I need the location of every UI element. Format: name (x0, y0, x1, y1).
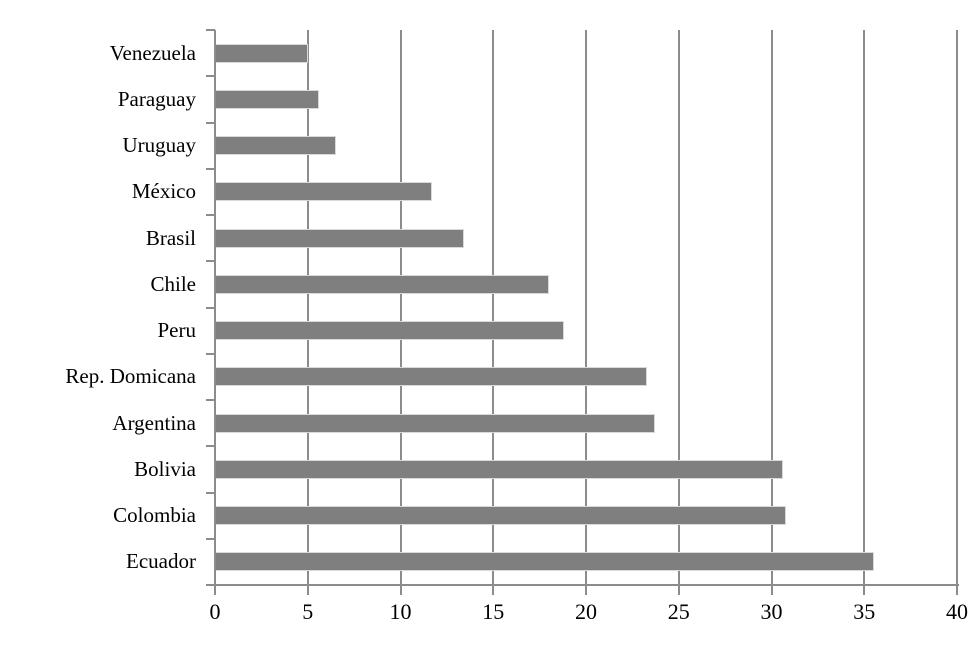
y-axis-label: Ecuador (126, 549, 196, 574)
y-axis-label: Uruguay (122, 133, 196, 158)
y-axis-tick (206, 260, 215, 262)
y-axis-tick (206, 75, 215, 77)
x-axis-tick-label: 20 (575, 599, 597, 624)
bar-chile (215, 274, 549, 294)
x-axis-tick (306, 586, 309, 595)
y-axis-label: Rep. Domicana (65, 364, 196, 389)
x-axis-tick (956, 586, 958, 595)
bar-m-xico (215, 182, 433, 202)
bar-colombia (215, 506, 787, 526)
x-axis-tick (677, 586, 680, 595)
y-axis-tick (206, 307, 215, 309)
x-axis-tick (585, 586, 587, 595)
bar-row (215, 30, 957, 76)
y-axis-label: Brasil (145, 225, 196, 250)
bar-row (215, 446, 957, 492)
bar-bolivia (215, 459, 783, 479)
bar-row (215, 123, 957, 169)
bar-paraguay (215, 89, 319, 109)
gridline-x-10 (399, 30, 402, 585)
y-axis-tick (206, 122, 215, 124)
y-axis-label: Colombia (113, 503, 196, 528)
y-axis-tick (206, 445, 215, 447)
bar-rep-domicana (215, 367, 648, 387)
x-axis-tick (863, 586, 866, 595)
bar-row (215, 493, 957, 539)
y-axis-tick (206, 29, 215, 31)
bar-uruguay (215, 136, 336, 156)
x-axis-tick (492, 586, 495, 595)
x-axis-tick-label: 30 (760, 599, 783, 624)
gridline-x-30 (770, 30, 773, 585)
bar-row (215, 400, 957, 446)
bar-venezuela (215, 43, 308, 63)
y-axis-tick (206, 168, 215, 170)
bar-row (215, 215, 957, 261)
x-axis-tick (770, 586, 773, 595)
x-axis-tick-label: 5 (302, 599, 314, 624)
bar-brasil (215, 228, 464, 248)
y-axis-line (214, 30, 216, 585)
y-axis-label: Peru (157, 318, 197, 343)
bar-row (215, 261, 957, 307)
y-axis-tick (206, 492, 215, 494)
y-axis-label: Argentina (112, 410, 196, 435)
x-axis-tick (399, 586, 402, 595)
x-axis-tick-label: 35 (853, 599, 876, 624)
bar-argentina (215, 413, 655, 433)
y-axis-label: México (131, 179, 196, 204)
x-axis-tick-label: 0 (209, 599, 221, 624)
bar-row (215, 308, 957, 354)
y-axis-tick (206, 353, 215, 355)
y-axis-tick (206, 214, 215, 216)
bar-row (215, 539, 957, 585)
y-axis-labels: Venezuela Paraguay Uruguay México Brasil Chil… (0, 30, 205, 585)
bar-row (215, 76, 957, 122)
x-axis-tick (214, 586, 216, 595)
x-axis-tick-label: 15 (482, 599, 505, 624)
bar-peru (215, 321, 564, 341)
gridline-x-5 (306, 30, 309, 585)
y-axis-tick (206, 538, 215, 540)
x-axis-line (215, 584, 959, 586)
bar-ecuador (215, 552, 874, 572)
gridline-x-15 (492, 30, 495, 585)
gridline-x-40 (956, 30, 958, 585)
y-axis-tick (206, 584, 215, 586)
bar-row (215, 169, 957, 215)
y-axis-label: Bolivia (134, 456, 196, 481)
x-axis-tick-label: 40 (946, 599, 968, 624)
y-axis-label: Venezuela (109, 40, 196, 65)
gridline-x-25 (677, 30, 680, 585)
y-axis-label: Chile (150, 271, 197, 296)
plot-area (215, 30, 958, 585)
gridline-x-20 (585, 30, 587, 585)
x-axis-tick-label: 25 (667, 599, 690, 624)
bars (215, 30, 957, 585)
gridline-x-35 (863, 30, 866, 585)
bar-row (215, 354, 957, 400)
x-axis-tick-label: 10 (389, 599, 412, 624)
y-axis-tick (206, 399, 215, 401)
y-axis-label: Paraguay (117, 86, 196, 111)
